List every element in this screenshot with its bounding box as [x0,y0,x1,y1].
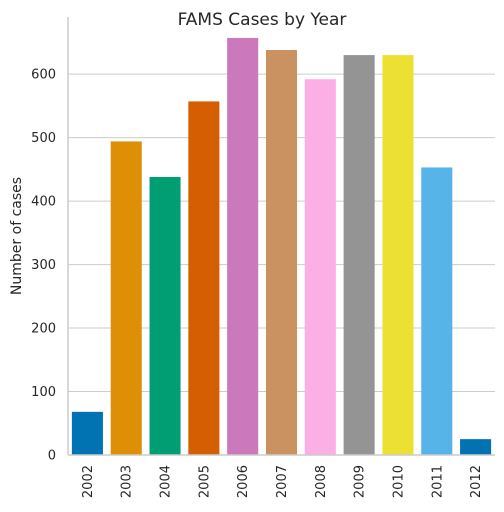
y-tick-label: 300 [31,258,56,273]
bars [71,37,492,456]
bar-2002 [71,411,103,455]
x-tick-label: 2002 [81,465,96,498]
y-axis-label: Number of cases [9,177,25,295]
x-tick-label: 2010 [391,465,406,498]
bar-2003 [110,141,142,455]
y-tick-labels: 0 100 200 300 400 500 600 [31,68,56,464]
y-tick-label: 500 [31,131,56,146]
x-tick-label: 2009 [353,465,368,498]
x-tick-label: 2012 [469,465,484,498]
y-tick-label: 200 [31,322,56,337]
bar-2011 [421,167,453,455]
bar-2012 [460,439,492,455]
x-tick-label: 2004 [159,465,174,498]
y-tick-label: 400 [31,195,56,210]
y-tick-label: 100 [31,385,56,400]
x-tick-label: 2003 [120,465,135,498]
bar-2007 [265,50,298,455]
chart-title: FAMS Cases by Year [178,10,347,30]
x-tick-labels: 2002 2003 2004 2005 2006 2007 2008 2009 2010 2011… [81,465,484,498]
bar-2006 [227,37,259,456]
bar-2010 [382,55,414,456]
bar-2004 [149,176,181,455]
y-tick-label: 0 [48,449,56,464]
x-tick-label: 2005 [197,465,212,498]
x-tick-label: 2006 [236,465,251,498]
x-tick-label: 2011 [430,465,445,498]
bar-2009 [343,55,375,456]
y-tick-label: 600 [31,68,56,83]
bar-2005 [188,101,220,455]
x-tick-label: 2007 [275,465,290,498]
bar-2008 [304,79,336,456]
x-tick-label: 2008 [314,465,329,498]
